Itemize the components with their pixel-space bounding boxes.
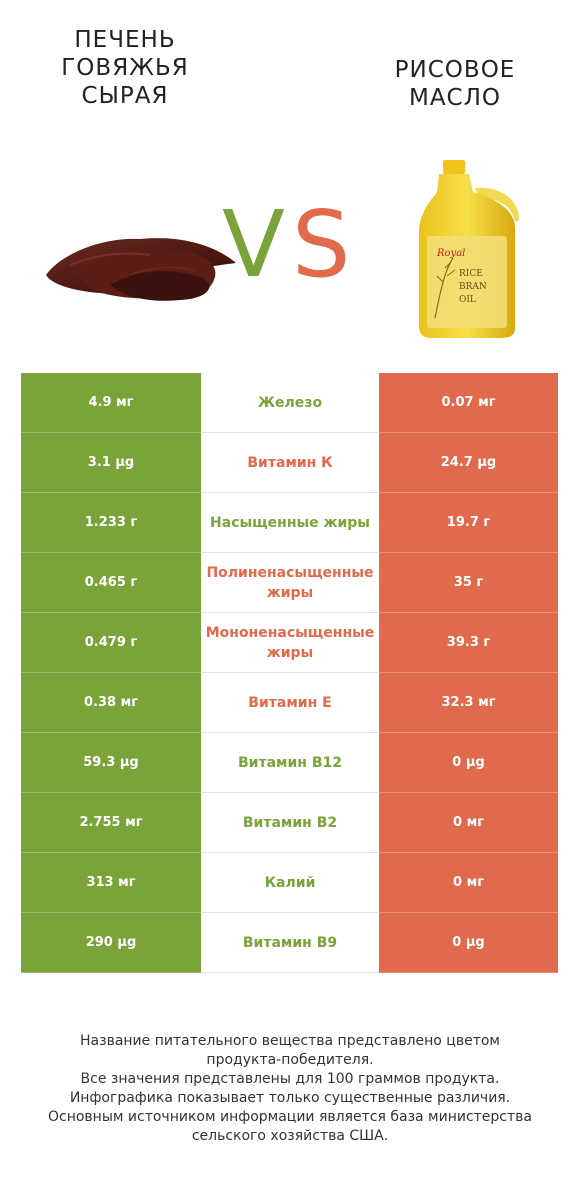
right-value: 0.07 мг [379,373,558,433]
vs-v: V [222,191,285,298]
right-value: 0 мг [379,793,558,853]
footer-line: продукта-победителя. [206,1052,374,1068]
left-value: 290 µg [21,913,201,973]
bottle-brand: Royal [436,248,465,259]
nutrient-name: Полиненасыщенные жиры [206,565,374,601]
beef-liver-image [46,238,236,301]
comparison-table: 4.9 мг Железо 0.07 мг 3.1 µg Витамин К 24.7 µ… [21,373,558,973]
vs-s: S [292,191,351,298]
left-value: 3.1 µg [21,433,201,493]
right-value: 32.3 мг [379,673,558,733]
left-value: 1.233 г [21,493,201,553]
left-value: 0.465 г [21,553,201,613]
table-row: 2.755 мг Витамин В2 0 мг [21,793,558,853]
table-row: 290 µg Витамин В9 0 µg [21,913,558,973]
product-right-title: РИСОВОЕ МАСЛО [394,57,516,111]
product-left-title: ПЕЧЕНЬ ГОВЯЖЬЯ СЫРАЯ [61,27,189,109]
nutrient-name: Железо [257,395,323,411]
footer-line: Название питательного вещества представл… [80,1033,500,1049]
nutrient-name: Насыщенные жиры [210,515,370,531]
left-value: 0.479 г [21,613,201,673]
bottle-line2: BRAN [459,282,487,292]
left-value: 59.3 µg [21,733,201,793]
nutrient-name: Мононенасыщенные жиры [205,625,375,661]
nutrient-name: Витамин В12 [238,755,342,771]
right-value: 0 µg [379,913,558,973]
right-value: 19.7 г [379,493,558,553]
footer-line: Все значения представлены для 100 граммо… [80,1071,500,1087]
footer-line: сельского хозяйства США. [191,1128,389,1144]
table-row: 1.233 г Насыщенные жиры 19.7 г [21,493,558,553]
table-row: 59.3 µg Витамин В12 0 µg [21,733,558,793]
vs-label: V S [222,195,358,295]
left-value: 4.9 мг [21,373,201,433]
nutrient-name: Витамин Е [248,695,332,711]
nutrient-name: Калий [264,875,316,891]
right-value: 35 г [379,553,558,613]
footer-line: Инфографика показывает только существенн… [69,1090,511,1106]
left-value: 2.755 мг [21,793,201,853]
table-row: 0.479 г Мононенасыщенные жиры 39.3 г [21,613,558,673]
table-row: 0.465 г Полиненасыщенные жиры 35 г [21,553,558,613]
table-row: 4.9 мг Железо 0.07 мг [21,373,558,433]
footer-note: Название питательного вещества представл… [20,1032,560,1146]
right-value: 24.7 µg [379,433,558,493]
right-value: 0 мг [379,853,558,913]
table-row: 313 мг Калий 0 мг [21,853,558,913]
table-row: 3.1 µg Витамин К 24.7 µg [21,433,558,493]
right-value: 0 µg [379,733,558,793]
bottle-line1: RICE [459,269,483,279]
footer-line: Основным источником информации является … [48,1109,532,1125]
bottle-line3: OIL [459,295,476,305]
nutrient-name: Витамин В2 [242,815,338,831]
nutrient-name: Витамин В9 [242,935,338,951]
oil-bottle-image: Royal RICE BRAN OIL [419,160,519,338]
nutrient-name: Витамин К [247,455,333,471]
left-value: 313 мг [21,853,201,913]
right-value: 39.3 г [379,613,558,673]
left-value: 0.38 мг [21,673,201,733]
table-row: 0.38 мг Витамин Е 32.3 мг [21,673,558,733]
